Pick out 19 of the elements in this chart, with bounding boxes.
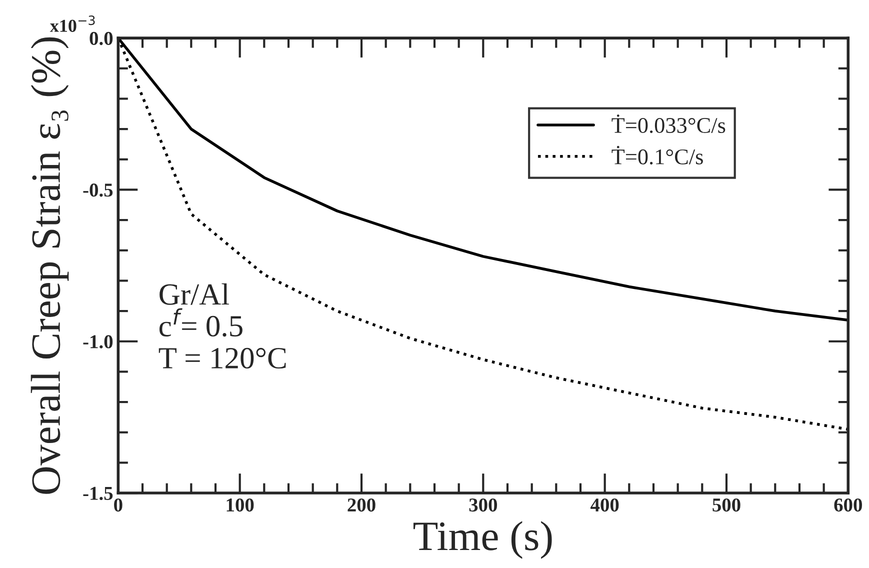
x-tick-label: 300: [469, 498, 498, 512]
annotation: T = 120°C: [158, 348, 286, 369]
legend-label: Ṫ=0.1°C/s: [612, 146, 703, 164]
annotation: c$^{f}$= 0.5: [159, 308, 242, 337]
x-axis-title: Time (s): [413, 521, 552, 559]
y-tick-label: 0.0: [90, 32, 113, 46]
x-tick-label: 600: [834, 498, 862, 512]
x-tick-label: 400: [590, 498, 619, 512]
y-tick-label: -1.5: [83, 486, 113, 500]
y-tick-label: -1.0: [83, 335, 113, 348]
legend-label: Ṫ=0.033°C/s: [612, 114, 726, 134]
x-tick-label: 200: [348, 498, 376, 512]
x-tick-label: 0: [114, 498, 122, 512]
x-tick-label: 500: [712, 498, 740, 512]
x-tick-label: 100: [226, 498, 254, 512]
y-axis-title: Overall Creep Strain ε₃ (%): [30, 37, 69, 494]
y-tick-label: -0.5: [83, 184, 113, 197]
annotation: Gr/Al: [160, 283, 230, 305]
text: x10$^{−3}$: [50, 16, 95, 32]
